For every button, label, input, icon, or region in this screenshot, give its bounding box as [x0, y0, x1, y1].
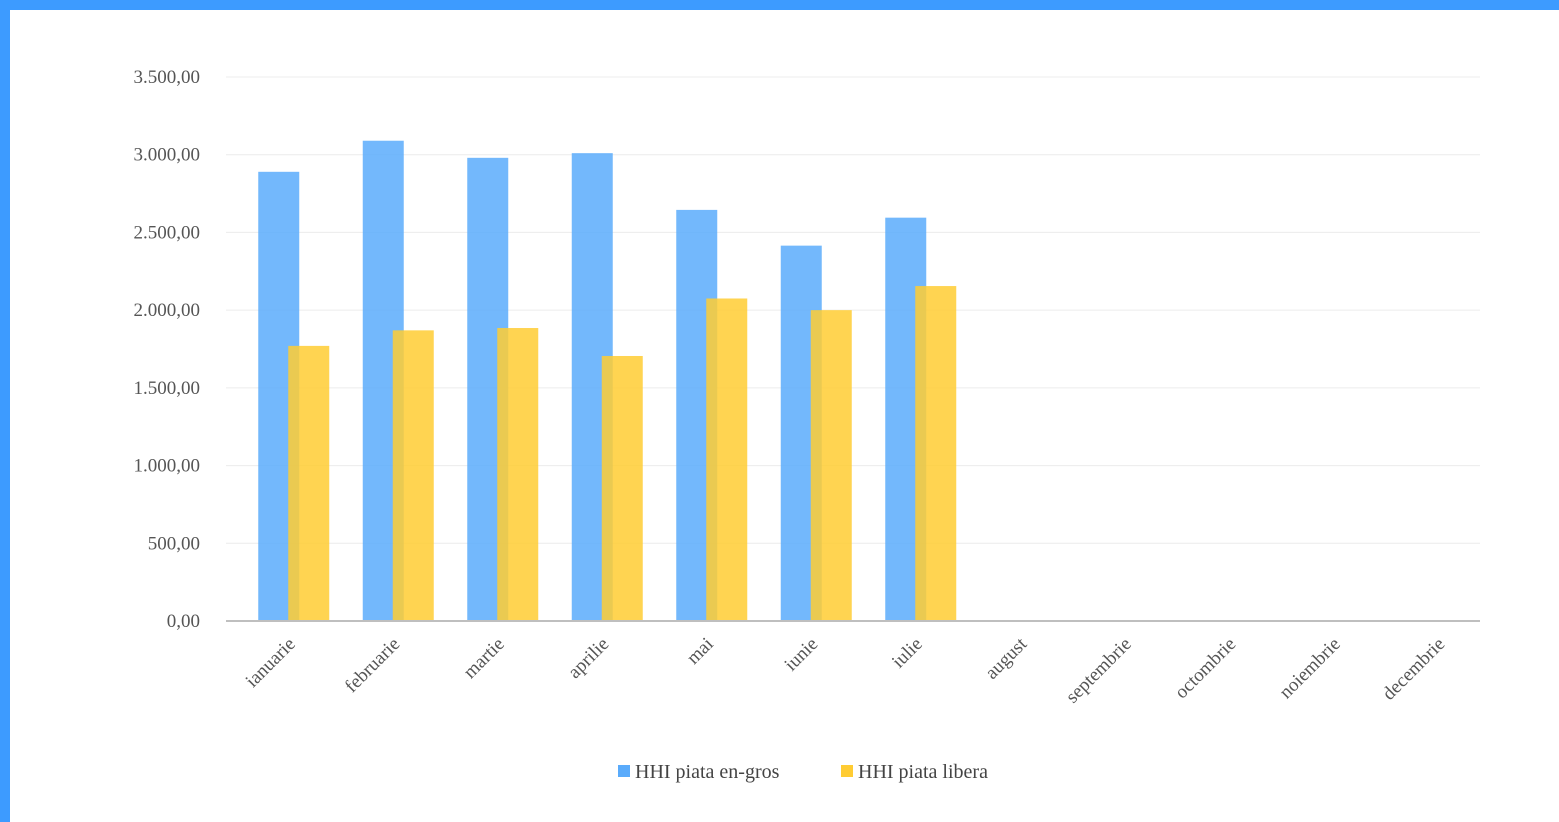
gridlines — [226, 76, 1480, 544]
y-tick-label: 1.500,00 — [134, 378, 201, 399]
bar-libera-iulie — [915, 286, 957, 621]
x-category-label: august — [981, 633, 1031, 683]
bar-libera-aprilie — [601, 355, 643, 621]
legend: HHI piata en-gros HHI piata libera — [618, 761, 988, 783]
x-category-label: ianuarie — [242, 634, 300, 692]
bar-libera-mai — [706, 298, 748, 621]
x-category-label: decembrie — [1378, 634, 1449, 705]
bar-libera-martie — [497, 328, 539, 621]
legend-label-en-gros: HHI piata en-gros — [635, 761, 780, 783]
y-tick-label: 2.000,00 — [134, 300, 201, 321]
x-category-label: aprilie — [564, 634, 613, 683]
y-tick-label: 0,00 — [167, 611, 200, 632]
x-category-label: mai — [683, 634, 718, 669]
x-category-label: martie — [460, 634, 509, 683]
legend-label-libera: HHI piata libera — [858, 761, 988, 783]
y-tick-label: 500,00 — [148, 533, 200, 554]
x-category-label: septembrie — [1062, 634, 1136, 708]
legend-swatch-en-gros — [618, 765, 630, 777]
x-category-label: iulie — [888, 634, 927, 673]
legend-swatch-libera — [841, 765, 853, 777]
bars — [258, 140, 957, 622]
bar-libera-ianuarie — [288, 345, 330, 621]
x-category-label: iunie — [781, 634, 823, 676]
x-category-label: octombrie — [1171, 634, 1240, 703]
x-category-label: februarie — [341, 634, 404, 697]
y-tick-label: 3.500,00 — [134, 67, 201, 88]
y-axis-tick-labels: 0,00 500,00 1.000,00 1.500,00 2.000,00 2.500,… — [134, 67, 201, 632]
y-tick-label: 1.000,00 — [134, 456, 201, 477]
x-axis-category-labels: ianuarie februarie martie aprilie mai iunie iu… — [242, 633, 1450, 707]
y-tick-label: 3.000,00 — [134, 145, 201, 166]
bar-libera-iunie — [810, 310, 852, 621]
x-category-label: noiembrie — [1275, 634, 1344, 703]
bar-libera-februarie — [392, 330, 434, 621]
y-tick-label: 2.500,00 — [134, 222, 201, 243]
